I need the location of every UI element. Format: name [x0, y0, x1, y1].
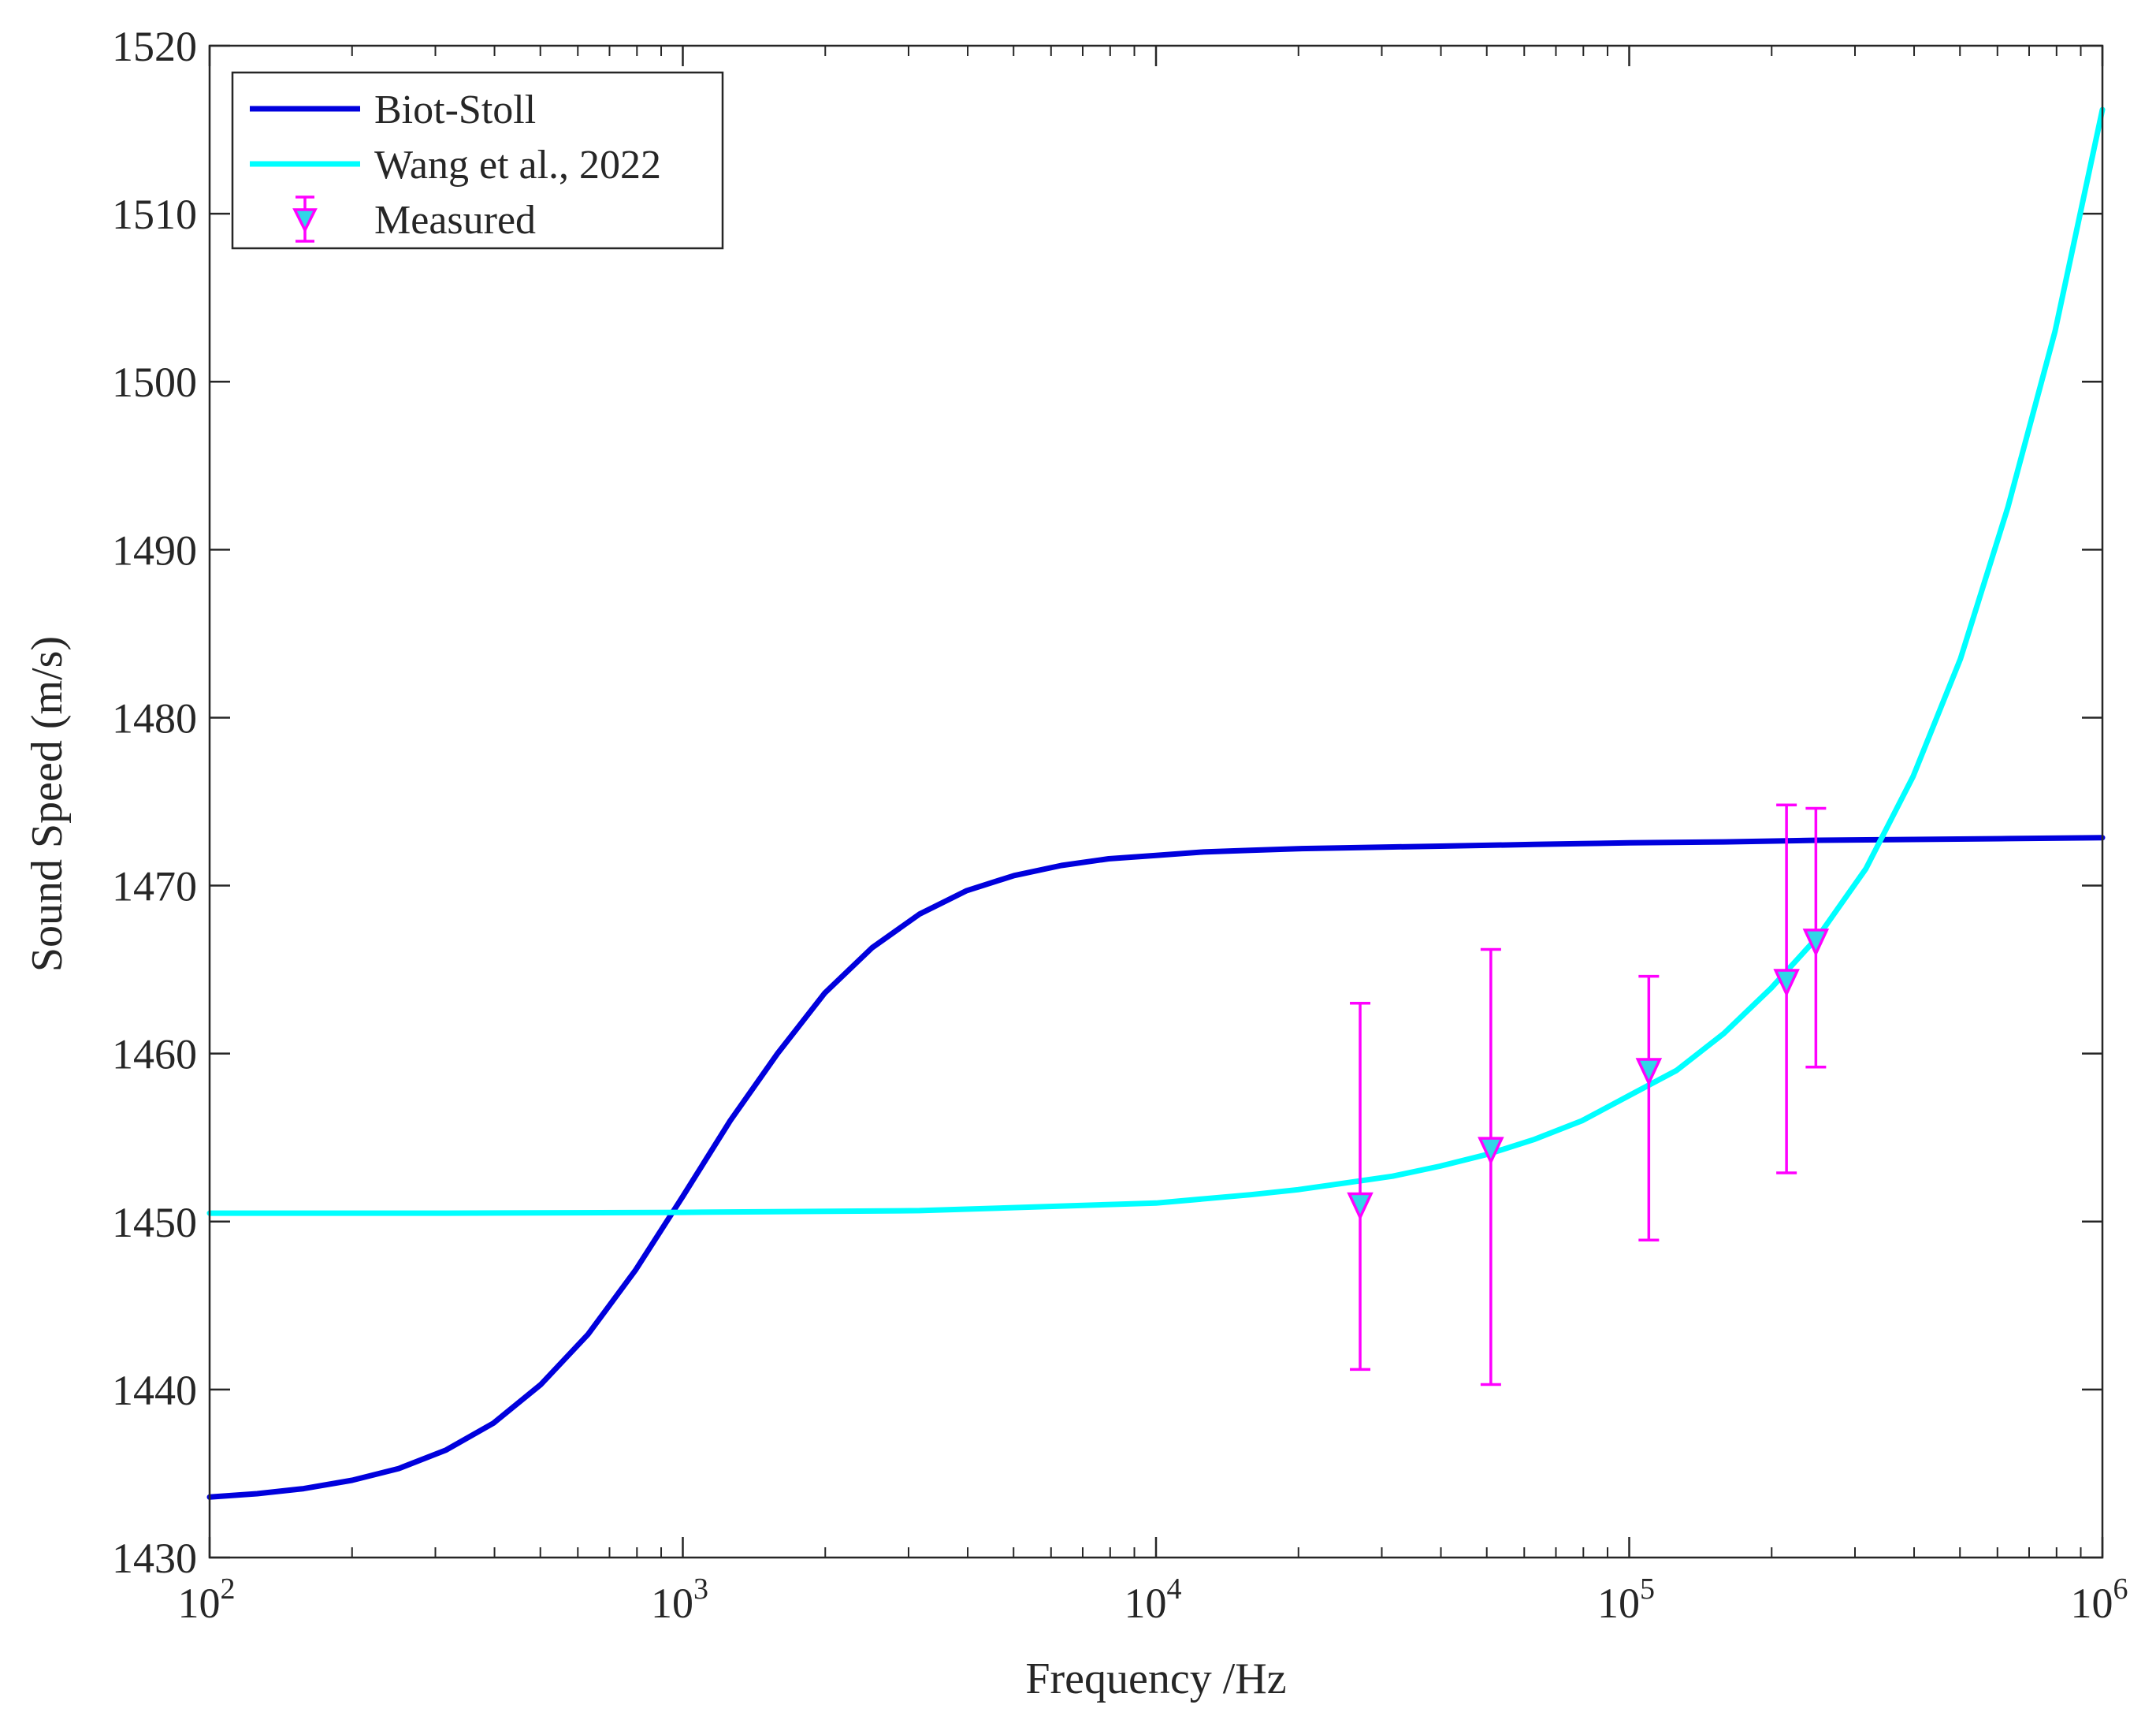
legend-label-biot-stoll: Biot-Stoll [374, 87, 536, 132]
y-tick-label: 1480 [112, 694, 197, 742]
y-tick-label: 1460 [112, 1031, 197, 1078]
y-tick-label: 1450 [112, 1199, 197, 1246]
x-axis-label: Frequency /Hz [1025, 1654, 1286, 1703]
legend: Biot-Stoll Wang et al., 2022 Measured [231, 71, 724, 250]
x-tick-label: 105 [1597, 1573, 1655, 1627]
legend-label-wang-2022: Wang et al., 2022 [374, 143, 661, 188]
measured-marker [1635, 1058, 1663, 1087]
plot-area [206, 106, 2106, 1500]
measured-point [1347, 1001, 1374, 1372]
legend-marker [292, 208, 318, 233]
legend-box [231, 71, 724, 250]
legend-swatch-measured [292, 195, 318, 243]
axes-box [208, 44, 2104, 1559]
y-tick-label: 1510 [112, 191, 197, 238]
legend-label-measured: Measured [374, 198, 536, 243]
y-axis-label: Sound Speed (m/s) [23, 636, 72, 972]
measured-point [1478, 947, 1504, 1386]
measured-marker [1802, 929, 1830, 958]
y-tick-label: 1440 [112, 1367, 197, 1414]
x-tick-label: 102 [178, 1573, 236, 1627]
measured-marker [1773, 969, 1800, 998]
measured-marker [1347, 1192, 1374, 1221]
y-tick-label: 1470 [112, 863, 197, 910]
series-line-wang-et-al-2022 [206, 106, 2106, 1216]
series-line-biot-stoll [206, 835, 2106, 1500]
tick-labels: 1430 1440 1450 1460 1470 1480 1490 1500 1510 1520… [112, 23, 2128, 1627]
measured-point [1635, 974, 1663, 1241]
y-tick-label: 1430 [112, 1535, 197, 1582]
x-tick-label: 106 [2071, 1573, 2128, 1627]
x-tick-label: 103 [651, 1573, 708, 1627]
measured-point [1773, 803, 1800, 1174]
y-tick-label: 1490 [112, 527, 197, 574]
measured-marker [1478, 1137, 1504, 1166]
y-tick-label: 1520 [112, 23, 197, 70]
y-tick-label: 1500 [112, 359, 197, 406]
measured-point [1802, 806, 1830, 1069]
x-tick-label: 104 [1124, 1573, 1182, 1627]
